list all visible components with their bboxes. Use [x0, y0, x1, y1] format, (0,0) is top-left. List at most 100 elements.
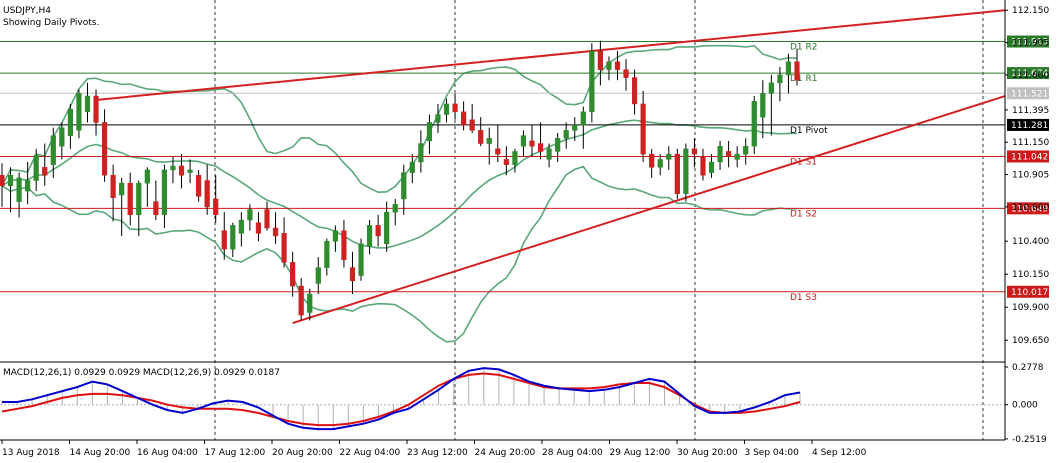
bull-candle — [366, 225, 373, 247]
bear-candle — [649, 153, 655, 168]
bull-candle — [307, 293, 313, 313]
bull-candle — [33, 155, 39, 181]
bull-candle — [717, 145, 723, 163]
time-tick-label: 24 Aug 20:00 — [475, 448, 536, 458]
bear-candle — [213, 198, 219, 216]
pivot-name: D1 Pivot — [790, 126, 828, 136]
bull-candle — [435, 114, 441, 123]
price-tick-label: 110.660 — [1012, 203, 1049, 213]
pivot-value-label: 110.649 — [1011, 204, 1048, 214]
bull-candle — [230, 225, 236, 250]
bear-candle — [614, 61, 621, 70]
macd-indicator-label: MACD(12,26,1) 0.0929 0.0929 MACD(12,26,9… — [3, 368, 280, 378]
bear-candle — [469, 119, 475, 131]
bear-candle — [503, 159, 509, 165]
bear-candle — [221, 230, 227, 250]
time-tick-label: 22 Aug 04:00 — [340, 448, 401, 458]
bull-candle — [392, 204, 398, 213]
bull-candle — [520, 135, 527, 147]
bear-candle — [700, 156, 706, 176]
bear-candle — [101, 122, 108, 176]
bollinger-lower — [1, 165, 798, 343]
time-tick-label: 23 Aug 12:00 — [407, 448, 468, 458]
bear-candle — [349, 267, 356, 282]
lower-trendline — [292, 95, 1006, 324]
bull-candle — [409, 161, 415, 173]
bear-candle — [153, 201, 159, 216]
bull-candle — [760, 93, 766, 118]
bear-candle — [375, 225, 381, 237]
bull-candle — [785, 61, 792, 76]
bull-candle — [555, 138, 561, 152]
bull-candle — [418, 143, 424, 163]
bull-candle — [777, 74, 783, 84]
bull-candle — [170, 165, 176, 171]
bull-candle — [50, 135, 56, 165]
bull-candle — [589, 50, 595, 113]
price-tick-label: 110.150 — [1012, 270, 1049, 280]
time-tick-label: 3 Sep 04:00 — [745, 448, 800, 458]
candles — [0, 40, 800, 321]
bear-candle — [478, 130, 484, 144]
bear-candle — [42, 167, 48, 176]
time-tick-label: 13 Aug 2018 — [2, 448, 60, 458]
macd-tick-label: 0.2778 — [1012, 363, 1044, 373]
bear-candle — [794, 61, 800, 81]
bull-candle — [161, 169, 168, 216]
price-tick-label: 109.650 — [1012, 336, 1049, 346]
price-tick-label: 112.150 — [1012, 6, 1049, 16]
chart-subtitle: Showing Daily Pivots. — [3, 18, 99, 28]
bear-candle — [255, 222, 262, 234]
bear-candle — [178, 165, 185, 176]
pivot-value-box — [1007, 35, 1049, 48]
bollinger-upper — [1, 44, 798, 194]
bull-candle — [683, 148, 689, 194]
bear-candle — [127, 182, 133, 216]
time-tick-label: 30 Aug 20:00 — [677, 448, 738, 458]
macd-tick-label: -0.2519 — [1012, 435, 1047, 445]
bull-candle — [187, 169, 193, 173]
bull-candle — [136, 182, 142, 216]
bear-candle — [691, 148, 698, 155]
bull-candle — [606, 61, 612, 70]
bull-candle — [84, 95, 91, 113]
trendlines — [95, 9, 1006, 324]
price-tick-label: 111.660 — [1012, 71, 1049, 81]
bear-candle — [204, 180, 210, 208]
bull-candle — [59, 127, 65, 147]
bull-candle — [580, 111, 586, 126]
bull-candle — [358, 243, 364, 276]
bear-candle — [272, 227, 279, 237]
upper-trendline — [95, 9, 1006, 101]
bull-candle — [657, 159, 663, 168]
macd-tick-label: 0.000 — [1012, 401, 1038, 411]
time-tick-label: 29 Aug 12:00 — [610, 448, 671, 458]
bear-candle — [264, 209, 270, 229]
pivot-lines: D1 R2 111.913 D1 R1 111.674 D1 Pivot 111.281 D… — [0, 35, 1049, 303]
pivot-name: D1 R1 — [790, 74, 818, 84]
bear-candle — [196, 174, 202, 197]
bear-candle — [452, 103, 458, 113]
bear-candle — [529, 140, 535, 147]
time-tick-label: 14 Aug 20:00 — [70, 448, 131, 458]
pivot-value-label: 110.017 — [1011, 288, 1048, 298]
bull-candle — [247, 209, 253, 221]
bear-candle — [674, 153, 680, 194]
bull-candle — [401, 172, 407, 200]
time-tick-label: 20 Aug 20:00 — [272, 448, 333, 458]
bull-candle — [315, 267, 321, 284]
price-tick-label: 111.905 — [1012, 39, 1049, 49]
price-tick-label: 110.905 — [1012, 171, 1049, 181]
time-tick-label: 4 Sep 12:00 — [812, 448, 867, 458]
bear-candle — [298, 285, 304, 316]
pivot-value-label: 111.674 — [1011, 69, 1048, 79]
bull-candle — [708, 161, 715, 173]
pivot-name: D1 S2 — [790, 209, 817, 219]
pivot-value-box — [1007, 118, 1049, 131]
pivot-value-box — [1007, 285, 1049, 298]
bull-candle — [512, 151, 518, 165]
macd-main-line — [2, 367, 801, 431]
